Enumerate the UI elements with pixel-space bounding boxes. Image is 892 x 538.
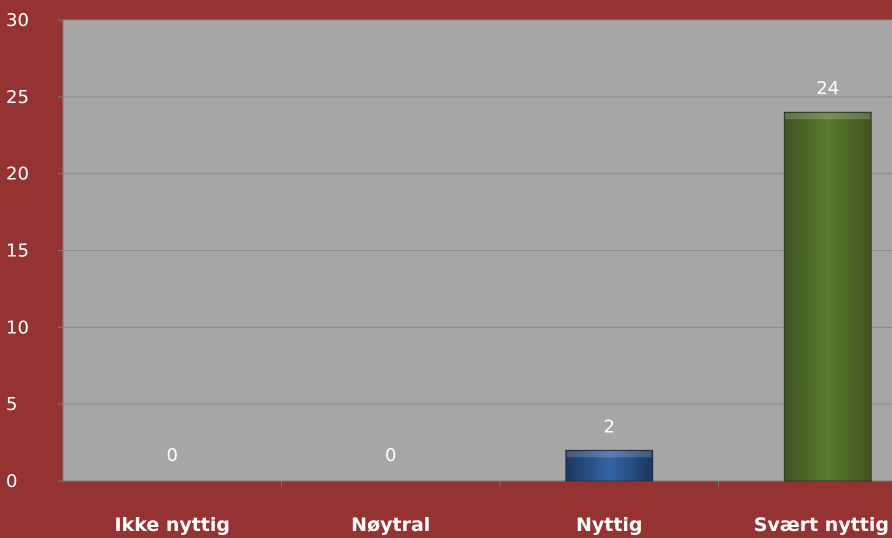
data-labels: 0 0 2 24 xyxy=(167,78,840,466)
gridlines xyxy=(63,19,892,405)
bar-svært-nyttig xyxy=(783,111,872,482)
y-tick-label: 0 xyxy=(6,471,17,492)
data-label: 0 xyxy=(167,445,178,466)
y-tick-label: 10 xyxy=(6,317,29,338)
x-category-label: Nyttig xyxy=(576,514,643,536)
data-label: 2 xyxy=(604,416,615,437)
y-tick-label: 25 xyxy=(6,87,29,108)
y-tick-label: 15 xyxy=(6,241,29,262)
data-label: 24 xyxy=(816,78,839,99)
bar-bevel xyxy=(566,451,652,458)
x-category-label: Ikke nyttig xyxy=(114,514,230,536)
y-tick-label: 30 xyxy=(6,10,29,31)
x-category-label: Svært nyttig xyxy=(754,514,889,536)
bars xyxy=(565,111,872,482)
x-category-label: Nøytral xyxy=(351,514,430,536)
bar-bevel xyxy=(785,113,871,120)
y-tick-label: 20 xyxy=(6,164,29,185)
y-tick-label: 5 xyxy=(6,394,17,415)
bar-nyttig xyxy=(565,449,654,482)
data-label: 0 xyxy=(385,445,396,466)
